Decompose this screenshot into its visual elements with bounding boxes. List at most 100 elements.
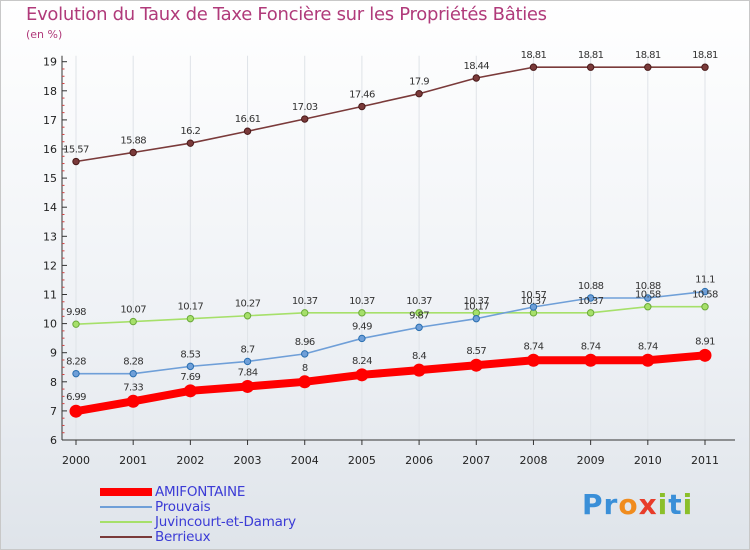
data-point xyxy=(129,148,137,157)
data-point xyxy=(469,358,483,372)
data-label: 17.46 xyxy=(349,90,375,101)
data-point xyxy=(186,314,195,323)
data-label: 7.33 xyxy=(123,382,143,393)
x-tick-label: 2005 xyxy=(348,454,376,467)
series-line-juvincourt-et-damary xyxy=(75,305,706,325)
legend-item: Berrieux xyxy=(100,528,296,545)
data-label: 8.7 xyxy=(240,344,254,355)
x-tick-label: 2006 xyxy=(405,454,433,467)
x-tick-label: 2009 xyxy=(577,454,605,467)
data-label: 8.28 xyxy=(66,357,86,368)
data-point xyxy=(415,323,423,332)
data-point xyxy=(358,334,366,343)
data-point xyxy=(586,294,595,302)
data-labels: 6.99 7.33 7.69 7.84 8 8.24 8.4 8.57 8.74 8.74 8.74… xyxy=(63,50,718,403)
data-point xyxy=(301,115,309,123)
x-tick-label: 2002 xyxy=(176,454,204,467)
series-line-prouvais xyxy=(75,290,706,375)
data-point xyxy=(301,350,309,358)
x-tick-label: 2001 xyxy=(119,454,147,467)
data-label: 15.88 xyxy=(120,135,146,146)
data-label: 9.98 xyxy=(66,307,86,318)
y-tick-label: 11 xyxy=(43,289,57,302)
data-point xyxy=(241,379,255,393)
data-label: 18.81 xyxy=(635,50,661,61)
data-label: 10.37 xyxy=(463,296,489,307)
data-label: 15.57 xyxy=(63,145,89,156)
data-point xyxy=(701,287,709,296)
data-label: 18.81 xyxy=(521,50,547,61)
legend-label: AMIFONTAINE xyxy=(155,483,246,500)
data-point xyxy=(129,369,137,378)
data-label: 11.1 xyxy=(695,275,715,286)
data-point xyxy=(641,353,655,367)
data-label: 16.2 xyxy=(180,126,200,137)
data-point xyxy=(186,139,195,147)
legend-swatch xyxy=(100,535,152,538)
x-tick-label: 2003 xyxy=(234,454,262,467)
data-label: 8.28 xyxy=(123,357,143,368)
data-label: 10.88 xyxy=(635,281,661,292)
data-label: 8.96 xyxy=(295,337,315,348)
data-label: 9.49 xyxy=(352,321,372,332)
data-label: 8.24 xyxy=(352,356,372,367)
data-label: 10.58 xyxy=(692,290,718,301)
y-tick-label: 7 xyxy=(50,405,57,418)
data-point xyxy=(472,74,480,82)
legend-item: AMIFONTAINE xyxy=(100,483,296,500)
data-label: 10.57 xyxy=(521,290,547,301)
data-point xyxy=(415,90,423,98)
x-tick-label: 2000 xyxy=(62,454,90,467)
y-tick-label: 14 xyxy=(43,201,57,214)
data-point xyxy=(72,157,80,166)
data-point xyxy=(186,362,195,371)
y-tick-label: 13 xyxy=(43,230,57,243)
data-label: 10.37 xyxy=(292,296,318,307)
data-point xyxy=(644,303,652,311)
data-label: 10.37 xyxy=(578,296,604,307)
data-point xyxy=(701,303,709,311)
data-point xyxy=(69,404,83,418)
axes: 6 7 8 9 10 11 12 13 14 15 16 17 18 19 2000 2001 2002 2003… xyxy=(43,56,735,467)
data-label: 8.57 xyxy=(466,346,486,357)
legend-swatch xyxy=(100,487,152,496)
y-tick-label: 8 xyxy=(50,376,57,389)
legend-label: Prouvais xyxy=(155,498,211,515)
logo-letter: i xyxy=(682,488,694,521)
y-tick-label: 12 xyxy=(43,259,57,272)
data-point xyxy=(701,63,709,71)
data-point xyxy=(72,369,80,378)
data-point xyxy=(183,384,197,398)
y-tick-label: 16 xyxy=(43,143,57,156)
data-label: 7.84 xyxy=(238,367,258,378)
data-point xyxy=(358,309,366,317)
line-chart: 6 7 8 9 10 11 12 13 14 15 16 17 18 19 2000 2001 2002 2003… xyxy=(43,50,735,467)
y-tick-label: 9 xyxy=(50,347,57,360)
data-point xyxy=(644,294,652,302)
data-label: 18.81 xyxy=(692,50,718,61)
chart-title: Evolution du Taux de Taxe Foncière sur l… xyxy=(26,4,547,25)
logo-letter: r xyxy=(603,488,619,521)
data-point xyxy=(412,363,426,377)
data-point xyxy=(472,314,480,323)
data-point xyxy=(301,309,309,317)
data-point xyxy=(243,127,252,135)
data-label: 10.88 xyxy=(578,281,604,292)
logo-letter: P xyxy=(582,488,604,521)
logo-letter: i xyxy=(657,488,669,521)
data-label: 10.58 xyxy=(635,290,661,301)
data-point xyxy=(644,63,652,71)
data-label: 8.91 xyxy=(695,336,715,347)
data-point xyxy=(355,368,369,382)
data-label: 10.17 xyxy=(463,302,489,313)
legend-label: Juvincourt-et-Damary xyxy=(155,513,296,530)
data-label: 7.69 xyxy=(180,372,200,383)
data-point xyxy=(298,375,312,389)
data-point xyxy=(698,348,712,362)
legend-label: Berrieux xyxy=(155,528,211,545)
data-label: 8.74 xyxy=(524,341,544,352)
y-tick-label: 18 xyxy=(43,85,57,98)
data-point xyxy=(129,317,137,326)
data-label: 10.37 xyxy=(521,296,547,307)
